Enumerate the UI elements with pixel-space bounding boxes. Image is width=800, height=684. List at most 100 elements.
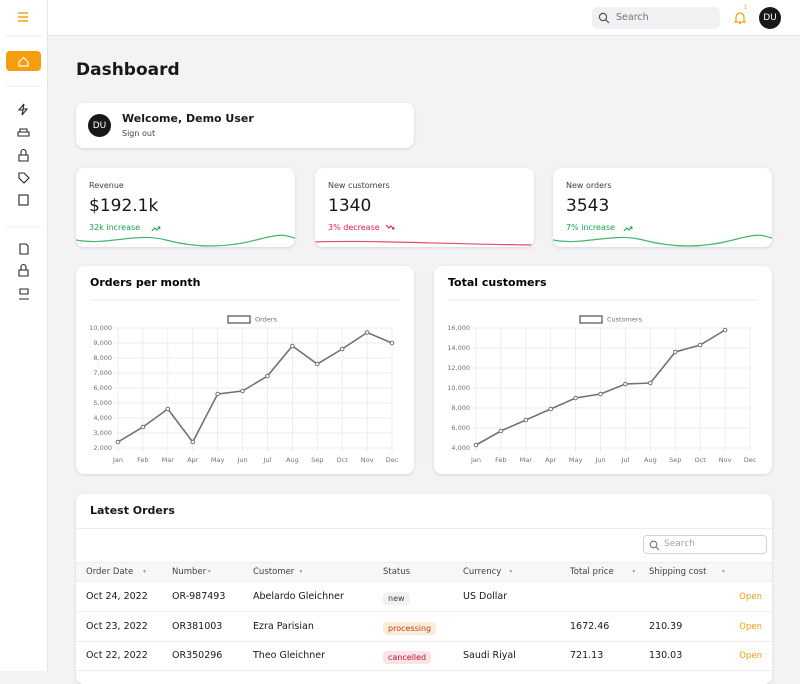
- notification-icon[interactable]: [733, 10, 747, 26]
- sort-caret: ▾: [207, 568, 211, 575]
- lock-icon[interactable]: [18, 148, 29, 162]
- y-tick-label: 10,000: [89, 324, 112, 332]
- y-tick-label: 7,000: [93, 369, 112, 377]
- data-point: [115, 439, 121, 445]
- data-point: [165, 406, 171, 412]
- orders-chart: Orders per month 2,000 3,000 4,000 5,000 6,00…: [89, 276, 400, 464]
- search-box[interactable]: Search: [592, 7, 720, 29]
- column-header[interactable]: Customer: [253, 567, 295, 577]
- y-tick-label: 10,000: [447, 384, 470, 392]
- stat-label: New orders: [566, 181, 612, 190]
- avatar[interactable]: DU: [759, 7, 781, 29]
- x-tick-label: Aug: [644, 456, 657, 464]
- sparkline: [553, 234, 772, 247]
- tag-icon[interactable]: [18, 172, 30, 184]
- y-tick-label: 8,000: [93, 354, 112, 362]
- table-cell: 1672.46: [570, 620, 610, 632]
- data-point: [722, 327, 728, 333]
- menu-icon[interactable]: [18, 12, 28, 22]
- open-link[interactable]: Open: [739, 621, 762, 632]
- chart-title: Total customers: [448, 276, 547, 289]
- orders-card: Latest Orders Search Order Date ▾ Number ▾ C…: [76, 494, 772, 684]
- stat-decor: [553, 226, 772, 247]
- column-header[interactable]: Shipping cost: [649, 567, 707, 577]
- search-placeholder: Search: [616, 12, 649, 23]
- x-tick-label: May: [569, 456, 583, 464]
- column-header[interactable]: Currency: [463, 567, 502, 577]
- stat-label: New customers: [328, 181, 390, 190]
- page-title: Dashboard: [76, 60, 180, 80]
- data-point: [389, 340, 395, 346]
- x-tick-label: Mar: [520, 456, 533, 464]
- sort-caret: ▾: [721, 568, 725, 575]
- data-point: [290, 343, 295, 349]
- legend: Customers: [579, 315, 643, 324]
- stat-value: 1340: [328, 196, 372, 216]
- trend-arrow: [385, 224, 395, 230]
- x-tick-label: Jul: [621, 456, 630, 464]
- stat-value: $192.1k: [89, 196, 159, 216]
- chart-title: Orders per month: [90, 276, 200, 289]
- data-point: [240, 388, 245, 394]
- table-cell: OR381003: [172, 620, 223, 632]
- y-tick-label: 8,000: [451, 404, 470, 412]
- users-icon[interactable]: [19, 288, 29, 300]
- open-link[interactable]: Open: [739, 592, 762, 602]
- table-cell: OR350296: [172, 650, 223, 661]
- data-point: [314, 361, 320, 367]
- data-point: [215, 391, 220, 397]
- chart-card: Orders per month 2,000 3,000 4,000 5,000 6,00…: [76, 266, 414, 474]
- y-tick-label: 5,000: [93, 399, 112, 407]
- sparkline: [315, 240, 534, 246]
- data-point: [523, 417, 529, 423]
- legend: Orders: [227, 315, 277, 324]
- stat-change: 7% increase: [566, 223, 615, 232]
- x-tick-label: Apr: [545, 456, 557, 464]
- y-tick-label: 4,000: [451, 444, 470, 452]
- sort-caret: ▾: [632, 568, 636, 575]
- x-tick-label: Jan: [112, 456, 123, 464]
- home-button[interactable]: [6, 51, 41, 71]
- orders-search[interactable]: Search: [643, 535, 767, 554]
- sparkline: [76, 234, 295, 247]
- table-cell: Oct 22, 2022: [86, 650, 148, 661]
- sign-out-link[interactable]: Sign out: [122, 129, 156, 138]
- table-cell: Theo Gleichner: [253, 650, 326, 661]
- doc-icon[interactable]: [19, 243, 29, 255]
- y-tick-label: 14,000: [447, 344, 470, 352]
- sort-caret: ▾: [143, 568, 147, 575]
- table-cell: US Dollar: [463, 591, 508, 602]
- table-header: [76, 562, 772, 582]
- data-point: [548, 406, 554, 412]
- trend-arrow: [623, 226, 633, 232]
- column-header[interactable]: Order Date: [86, 567, 134, 577]
- bag-icon[interactable]: [18, 263, 29, 277]
- welcome-card: DU Welcome, Demo User Sign out: [76, 103, 414, 148]
- stat-card: New customers 1340 3% decrease: [315, 168, 534, 247]
- data-point: [648, 380, 653, 386]
- table-cell: 210.39: [649, 620, 683, 632]
- table-cell: 721.13: [570, 650, 604, 661]
- data-point: [573, 395, 578, 401]
- sidebar: [0, 0, 48, 671]
- divider: [76, 528, 772, 529]
- x-tick-label: May: [211, 456, 225, 464]
- row-divider: [76, 640, 772, 642]
- open-link[interactable]: Open: [739, 651, 762, 661]
- stat-value: 3543: [566, 196, 610, 216]
- book-icon[interactable]: [18, 194, 29, 206]
- column-header[interactable]: Total price: [570, 567, 614, 577]
- team-icon[interactable]: [17, 128, 30, 137]
- x-tick-label: Jun: [594, 456, 605, 464]
- table-cell: OR-987493: [172, 591, 226, 602]
- stat-card: New orders 3543 7% increase: [553, 168, 772, 247]
- column-header: Status: [383, 567, 411, 577]
- x-tick-label: Jul: [263, 456, 272, 464]
- x-tick-label: Dec: [744, 456, 757, 464]
- column-header[interactable]: Number: [172, 567, 207, 577]
- table-cell: Ezra Parisian: [253, 620, 314, 632]
- activity-icon[interactable]: [17, 103, 29, 116]
- data-point: [364, 330, 370, 335]
- search-icon: [649, 540, 660, 551]
